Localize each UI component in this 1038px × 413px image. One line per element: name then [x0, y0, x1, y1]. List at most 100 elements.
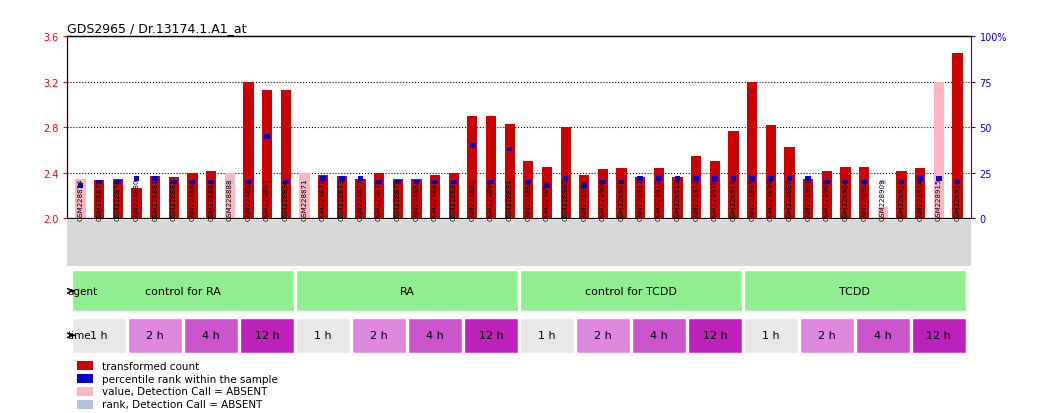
Text: 12 h: 12 h	[479, 330, 503, 341]
Bar	[240, 318, 294, 353]
Bar	[430, 176, 440, 219]
Bar	[411, 179, 421, 219]
Bar	[376, 180, 382, 185]
Bar	[933, 83, 944, 219]
Bar	[542, 168, 552, 219]
Text: 1 h: 1 h	[538, 330, 555, 341]
Bar	[710, 162, 720, 219]
Bar	[576, 318, 630, 353]
Bar	[262, 90, 272, 219]
Bar	[862, 180, 867, 185]
Bar	[693, 177, 699, 181]
Bar	[855, 318, 910, 353]
Bar	[374, 173, 384, 219]
Bar	[413, 180, 419, 185]
Bar	[656, 177, 662, 181]
Bar	[97, 180, 102, 185]
Text: 4 h: 4 h	[650, 330, 667, 341]
Bar	[675, 177, 681, 181]
Bar	[897, 171, 906, 219]
Bar	[280, 90, 291, 219]
Bar	[77, 374, 92, 383]
Bar	[296, 271, 518, 311]
Bar	[800, 318, 854, 353]
Bar	[187, 173, 197, 219]
Text: 4 h: 4 h	[427, 330, 444, 341]
Bar	[936, 177, 941, 181]
Bar	[619, 180, 625, 185]
Bar	[744, 271, 966, 311]
Bar	[184, 318, 238, 353]
Bar	[77, 361, 92, 370]
Bar	[115, 180, 120, 185]
Bar	[227, 180, 233, 185]
Bar	[408, 318, 462, 353]
Bar	[243, 83, 253, 219]
Bar	[132, 188, 141, 219]
Bar	[525, 180, 531, 185]
Bar	[635, 178, 646, 219]
Bar	[486, 116, 496, 219]
Bar	[355, 179, 365, 219]
Bar	[488, 180, 494, 185]
Bar	[952, 54, 962, 219]
Bar	[78, 184, 83, 188]
Bar	[600, 180, 606, 185]
Bar	[785, 147, 795, 219]
Bar	[464, 318, 518, 353]
Bar	[224, 173, 235, 219]
Bar	[918, 177, 923, 181]
Bar	[209, 180, 214, 185]
Text: percentile rank within the sample: percentile rank within the sample	[102, 374, 277, 384]
Text: 2 h: 2 h	[594, 330, 611, 341]
Bar	[880, 180, 885, 185]
Bar	[841, 168, 851, 219]
Text: 2 h: 2 h	[818, 330, 836, 341]
Bar	[169, 178, 179, 219]
Text: 4 h: 4 h	[874, 330, 892, 341]
Bar	[299, 173, 309, 219]
Bar	[448, 173, 459, 219]
Bar	[283, 180, 289, 185]
Bar	[878, 207, 887, 219]
Bar	[749, 177, 755, 181]
Bar	[955, 180, 960, 185]
Text: transformed count: transformed count	[102, 361, 199, 371]
Text: control for TCDD: control for TCDD	[585, 286, 677, 296]
Bar	[128, 318, 183, 353]
Bar	[507, 147, 513, 152]
Bar	[94, 180, 105, 219]
Bar	[450, 180, 457, 185]
Bar	[432, 180, 438, 185]
Text: agent: agent	[67, 286, 98, 296]
Bar	[265, 135, 270, 140]
Bar	[561, 128, 571, 219]
Text: time: time	[67, 330, 91, 341]
Bar	[632, 318, 686, 353]
Text: value, Detection Call = ABSENT: value, Detection Call = ABSENT	[102, 387, 267, 396]
Bar	[352, 318, 406, 353]
Text: 1 h: 1 h	[762, 330, 780, 341]
Bar	[654, 169, 664, 219]
Text: control for RA: control for RA	[145, 286, 221, 296]
Bar	[581, 184, 588, 188]
Bar	[151, 177, 160, 219]
Bar	[302, 180, 307, 185]
Bar	[206, 171, 216, 219]
Bar	[318, 176, 328, 219]
Bar	[598, 170, 608, 219]
Bar	[357, 177, 363, 181]
Bar	[544, 184, 550, 188]
Text: GDS2965 / Dr.13174.1.A1_at: GDS2965 / Dr.13174.1.A1_at	[67, 21, 247, 35]
Bar	[72, 318, 127, 353]
Bar	[296, 318, 350, 353]
Bar	[520, 318, 574, 353]
Bar	[766, 126, 776, 219]
Bar	[744, 318, 798, 353]
Bar	[113, 179, 122, 219]
Text: 4 h: 4 h	[202, 330, 220, 341]
Text: 1 h: 1 h	[315, 330, 332, 341]
Bar	[339, 177, 345, 181]
Bar	[76, 179, 86, 219]
Bar	[579, 176, 590, 219]
